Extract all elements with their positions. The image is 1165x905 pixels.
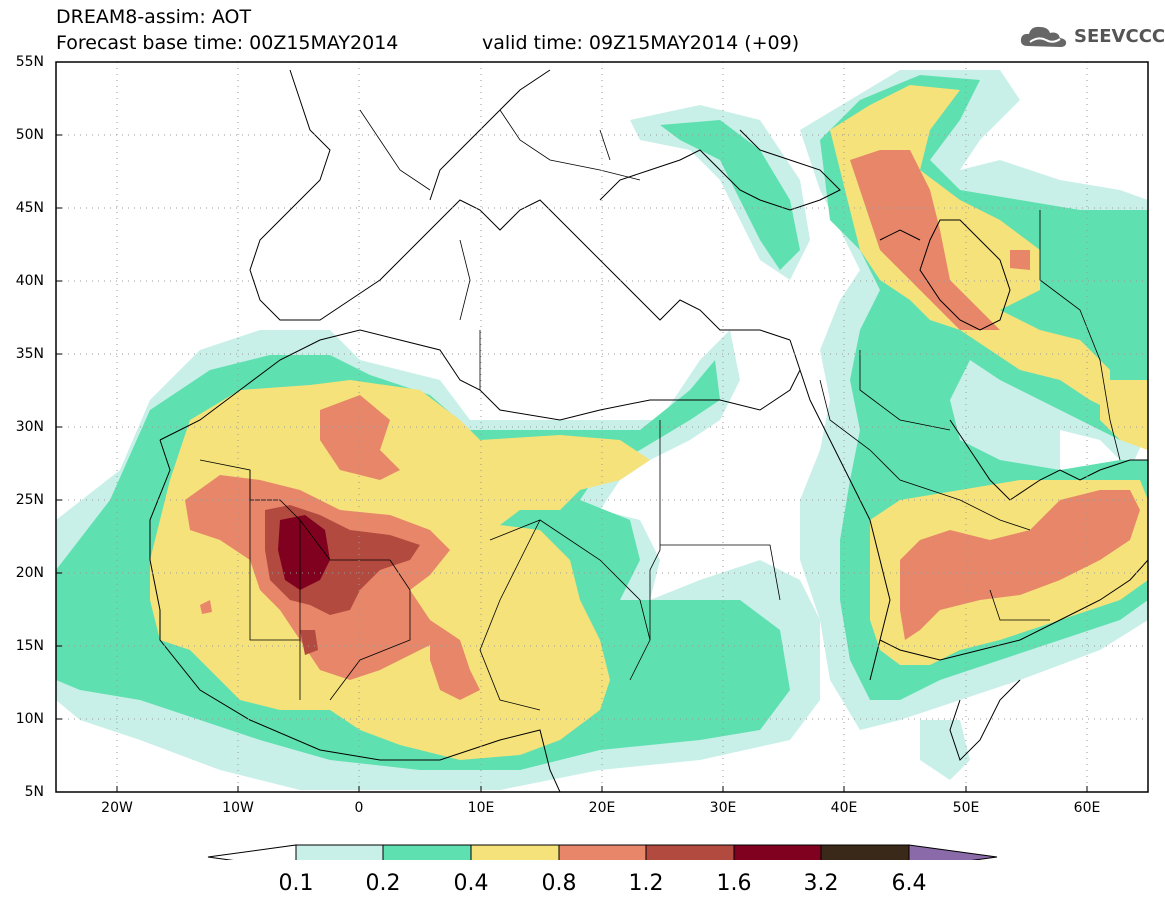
colorbar-label: 1.6 <box>716 871 752 896</box>
colorbar-swatch-6 <box>733 844 822 860</box>
lon-label: 10E <box>467 800 495 816</box>
colorbar-label: 0.8 <box>541 871 577 896</box>
colorbar-swatch-2 <box>382 844 472 860</box>
lat-label: 45N <box>15 200 44 216</box>
colorbar-label: 0.4 <box>453 871 489 896</box>
logo-text: SEEVCCC <box>1074 25 1165 47</box>
cloud-icon <box>1020 26 1067 47</box>
lat-label: 10N <box>15 711 44 727</box>
colorbar-label: 1.2 <box>628 871 664 896</box>
lat-label: 55N <box>15 54 44 70</box>
colorbar-low-arrow <box>207 844 297 860</box>
aot-contours <box>56 70 1148 790</box>
colorbar-high-arrow <box>908 844 998 860</box>
forecast-base-time: Forecast base time: 00Z15MAY2014 <box>56 32 399 54</box>
colorbar-swatch-3 <box>470 844 560 860</box>
lon-label: 20E <box>588 800 616 816</box>
lat-label: 15N <box>15 638 44 654</box>
axis-ticks <box>56 61 1088 792</box>
lat-label: 35N <box>15 346 44 362</box>
aot-map <box>55 61 1149 860</box>
lon-label: 40E <box>830 800 858 816</box>
lon-label: 60E <box>1073 800 1101 816</box>
colorbar-swatch-7 <box>820 844 910 860</box>
lon-label: 20W <box>101 800 133 816</box>
lat-label: 30N <box>15 419 44 435</box>
lon-label: 10W <box>222 800 254 816</box>
chart-title: DREAM8-assim: AOT <box>56 6 252 28</box>
colorbar-swatch-5 <box>645 844 735 860</box>
lon-label: 50E <box>952 800 980 816</box>
valid-time: valid time: 09Z15MAY2014 (+09) <box>482 32 800 54</box>
lon-label: 30E <box>709 800 737 816</box>
seevccc-logo: SEEVCCC <box>1018 22 1165 50</box>
colorbar <box>207 844 998 860</box>
lat-label: 50N <box>15 127 44 143</box>
aot-level-1-6 <box>278 515 330 590</box>
colorbar-label: 0.2 <box>365 871 401 896</box>
lon-label: 0 <box>354 800 364 816</box>
lat-label: 20N <box>15 565 44 581</box>
grid-lines <box>56 62 1148 792</box>
lat-label: 40N <box>15 273 44 289</box>
borders <box>199 109 1121 711</box>
colorbar-label: 0.1 <box>278 871 314 896</box>
colorbar-swatch-1 <box>295 844 384 860</box>
coastlines <box>149 69 1148 792</box>
lat-label: 25N <box>15 492 44 508</box>
lat-label: 5N <box>24 784 44 800</box>
colorbar-swatch-4 <box>558 844 647 860</box>
colorbar-label: 3.2 <box>803 871 839 896</box>
colorbar-label: 6.4 <box>891 871 927 896</box>
